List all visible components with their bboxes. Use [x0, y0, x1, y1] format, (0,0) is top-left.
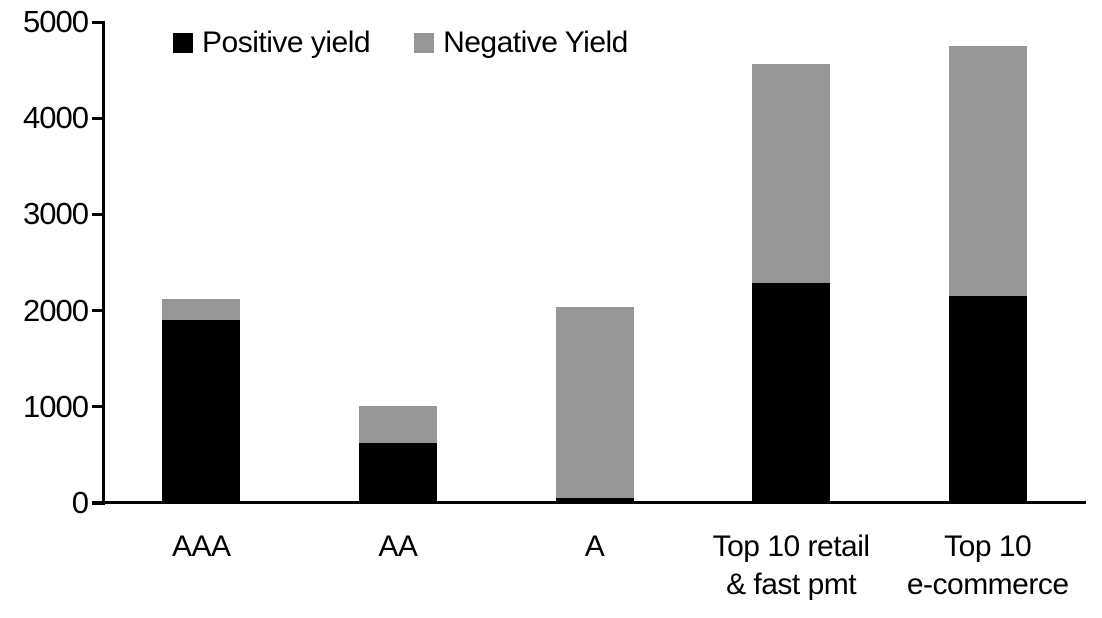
y-tick-label: 0 — [71, 485, 89, 520]
x-category-label: Top 10 retail & fast pmt — [712, 530, 870, 601]
y-axis-tick — [92, 501, 105, 505]
legend-label-positive-yield: Positive yield — [202, 26, 371, 59]
y-axis-tick — [92, 20, 105, 24]
y-axis-line — [102, 22, 105, 504]
bar-segment-negative-1 — [358, 406, 437, 443]
bar-segment-positive-1 — [358, 442, 437, 503]
y-tick-label: 4000 — [23, 100, 89, 136]
positive-yield-swatch-icon — [173, 33, 193, 53]
bar-segment-negative-0 — [162, 298, 241, 321]
legend-item-positive-yield: Positive yield — [173, 25, 371, 61]
bar-segment-positive-4 — [948, 296, 1027, 503]
y-axis-tick — [92, 309, 105, 313]
x-category-label: Top 10 e-commerce — [906, 530, 1069, 601]
bar-segment-positive-2 — [555, 498, 634, 503]
x-category-label: A — [584, 530, 605, 563]
chart-legend: Positive yield Negative Yield — [173, 25, 628, 61]
legend-label-negative-yield: Negative Yield — [443, 26, 628, 59]
bar-segment-negative-2 — [555, 306, 634, 499]
y-tick-label: 1000 — [23, 388, 89, 424]
x-category-label: AAA — [172, 530, 231, 563]
y-tick-label: 5000 — [23, 4, 89, 39]
legend-item-negative-yield: Negative Yield — [414, 25, 628, 61]
bar-segment-negative-3 — [752, 64, 831, 283]
negative-yield-swatch-icon — [414, 33, 435, 53]
x-category-label: AA — [378, 530, 418, 563]
bar-segment-positive-3 — [752, 282, 831, 503]
bar-segment-negative-4 — [948, 46, 1027, 297]
y-axis-tick — [92, 405, 105, 409]
y-tick-label: 3000 — [23, 196, 89, 232]
y-axis-tick — [92, 116, 105, 120]
y-tick-label: 2000 — [23, 292, 89, 328]
bar-segment-positive-0 — [162, 320, 241, 503]
y-axis-tick — [92, 212, 105, 216]
